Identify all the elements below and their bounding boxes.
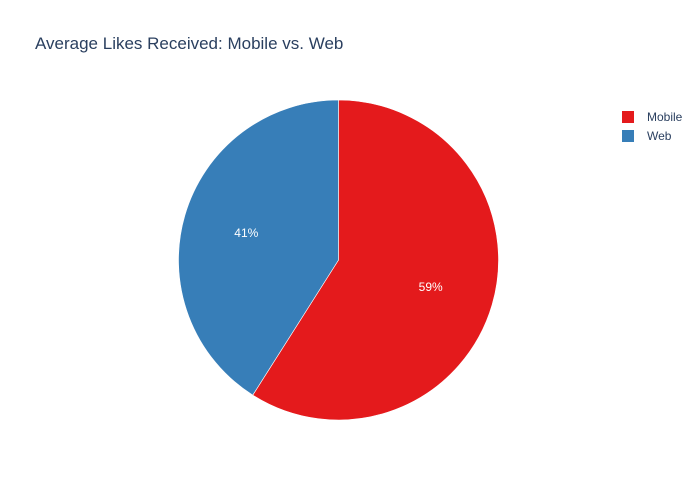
legend-label-web: Web — [647, 128, 672, 143]
pie-slice-web[interactable] — [178, 99, 339, 396]
legend-label-mobile: Mobile — [647, 109, 683, 124]
legend-swatch-mobile — [622, 110, 634, 123]
slice-label-web: 41% — [234, 226, 258, 240]
legend: Mobile Web — [622, 107, 682, 145]
legend-item-web[interactable]: Web — [622, 126, 682, 145]
slice-label-mobile: 59% — [419, 280, 443, 294]
legend-item-mobile[interactable]: Mobile — [622, 107, 682, 126]
legend-swatch-web — [622, 129, 634, 142]
pie-slice-mobile[interactable] — [252, 99, 499, 421]
chart-title: Average Likes Received: Mobile vs. Web — [35, 34, 344, 53]
